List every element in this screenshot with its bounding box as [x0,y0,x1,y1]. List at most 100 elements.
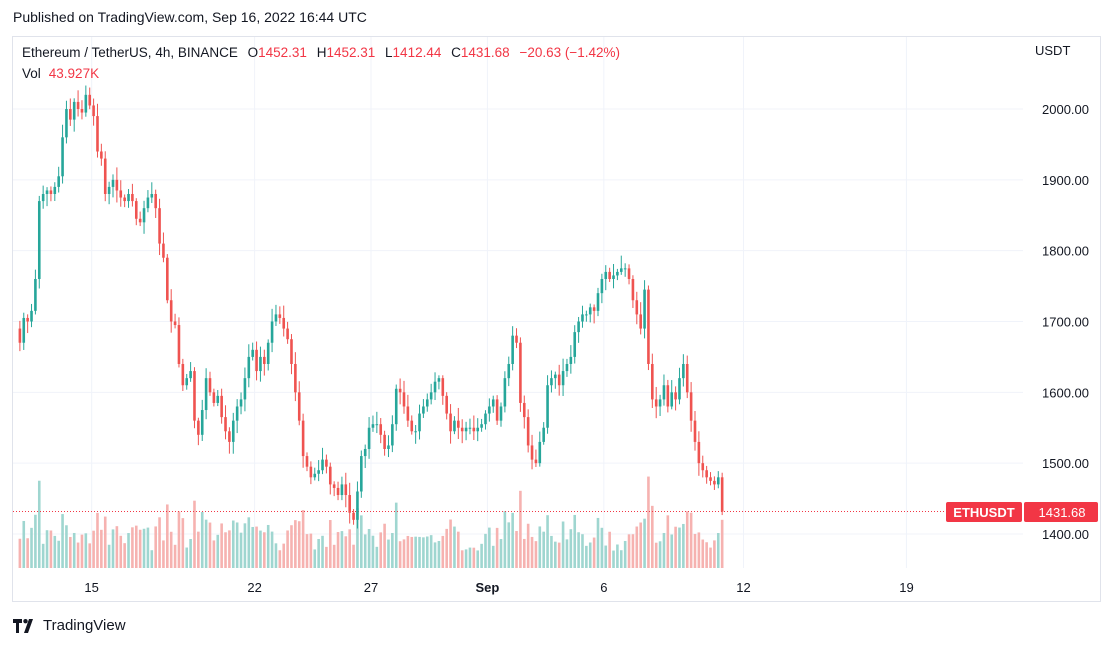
candle-body [705,470,708,478]
candle-body [616,271,619,276]
volume-bar [166,504,169,568]
volume-bar [550,535,553,568]
candle-body [96,116,99,152]
price-axis: 1400.00 1500.00 1600.00 1700.00 1800.00 1900.… [1042,102,1089,542]
candle-body [84,94,88,113]
volume-bar [169,531,173,568]
volume-bar [208,522,212,568]
volume-bar [682,523,685,568]
volume-bar [379,532,383,568]
pair-title: Ethereum / TetherUS, 4h, BINANCE [22,45,238,60]
volume-bar [542,531,545,568]
candle-body [538,441,542,464]
volume-bar [305,534,309,568]
candle-body [294,363,297,393]
candle-body [142,208,146,223]
candle-body [491,399,495,407]
low-value: 1412.44 [392,45,442,60]
candle-body [561,371,565,386]
volume-bar [418,536,421,568]
tradingview-footer[interactable]: TradingView [13,617,126,634]
volume-bar [119,535,123,568]
volume-bar [515,531,518,568]
volume-bar [678,527,681,568]
candle-body [220,395,223,418]
volume-bar [654,542,658,568]
candle-body [713,480,716,485]
volume-label: Vol [22,66,41,81]
volume-bar [321,535,324,568]
volume-bar [348,529,351,568]
volume-bar [577,532,580,568]
candle-body [422,406,425,414]
candles [18,85,724,529]
candle-body [266,342,270,364]
volume-bar [231,520,235,568]
volume-bar [255,526,258,568]
volume-bar [480,543,483,568]
volume-bar [565,539,569,568]
candle-body [286,328,289,340]
volume-bar [503,511,507,568]
candle-body [332,484,336,488]
candle-body [177,325,181,364]
chart-pane[interactable] [12,36,1101,602]
candle-body [468,427,472,429]
volume-bar [197,531,200,568]
volume-bar [80,534,84,568]
y-tick-label: 1500.00 [1042,456,1089,471]
candle-body [577,321,580,333]
price-tag-value: 1431.68 [1039,505,1086,520]
candle-body [441,378,445,396]
candle-body [282,317,286,329]
volume-bar [720,519,724,568]
volume-bar [49,530,53,568]
volume-bar [499,539,503,568]
candle-body [69,109,72,120]
volume-bar [336,532,340,568]
candle-body [612,275,615,279]
volume-bar [398,541,402,568]
volume-bar [371,535,375,568]
candle-body [49,190,53,194]
volume-bar [433,542,437,568]
symbol-tag: ETHUSDT [953,505,1014,520]
price-tag-bg [1024,502,1098,522]
volume-bar [616,544,619,568]
candle-body [18,328,22,343]
grid-lines [13,37,1023,568]
volume-bar [488,527,491,568]
candle-body [608,271,611,279]
x-tick-label: 12 [736,580,750,595]
candle-body [379,424,383,435]
candle-body [200,410,204,435]
candle-body [150,193,154,198]
volume-bar [375,546,379,568]
volume-bar [414,536,417,568]
candle-body [662,385,666,400]
candle-body [309,466,313,478]
volume-bar [282,543,286,568]
volume-bar [41,543,45,568]
volume-bar [546,515,549,568]
volume-bar [22,520,26,568]
candle-body [72,101,76,120]
candle-body [328,466,332,485]
volume-bar [142,528,146,568]
candle-body [647,289,650,364]
candle-body [507,363,511,379]
volume-bar [45,530,49,568]
candle-body [92,105,95,117]
volume-bar [530,536,534,568]
volume-bar [425,536,429,568]
volume-bar [511,512,514,568]
volume-bar [103,516,107,568]
volume-bar [212,540,216,568]
candle-body [391,424,394,446]
candle-body [414,431,417,433]
candle-body [460,427,464,432]
candle-body [65,109,68,138]
volume-bar [666,515,670,568]
volume-bar [713,540,716,568]
